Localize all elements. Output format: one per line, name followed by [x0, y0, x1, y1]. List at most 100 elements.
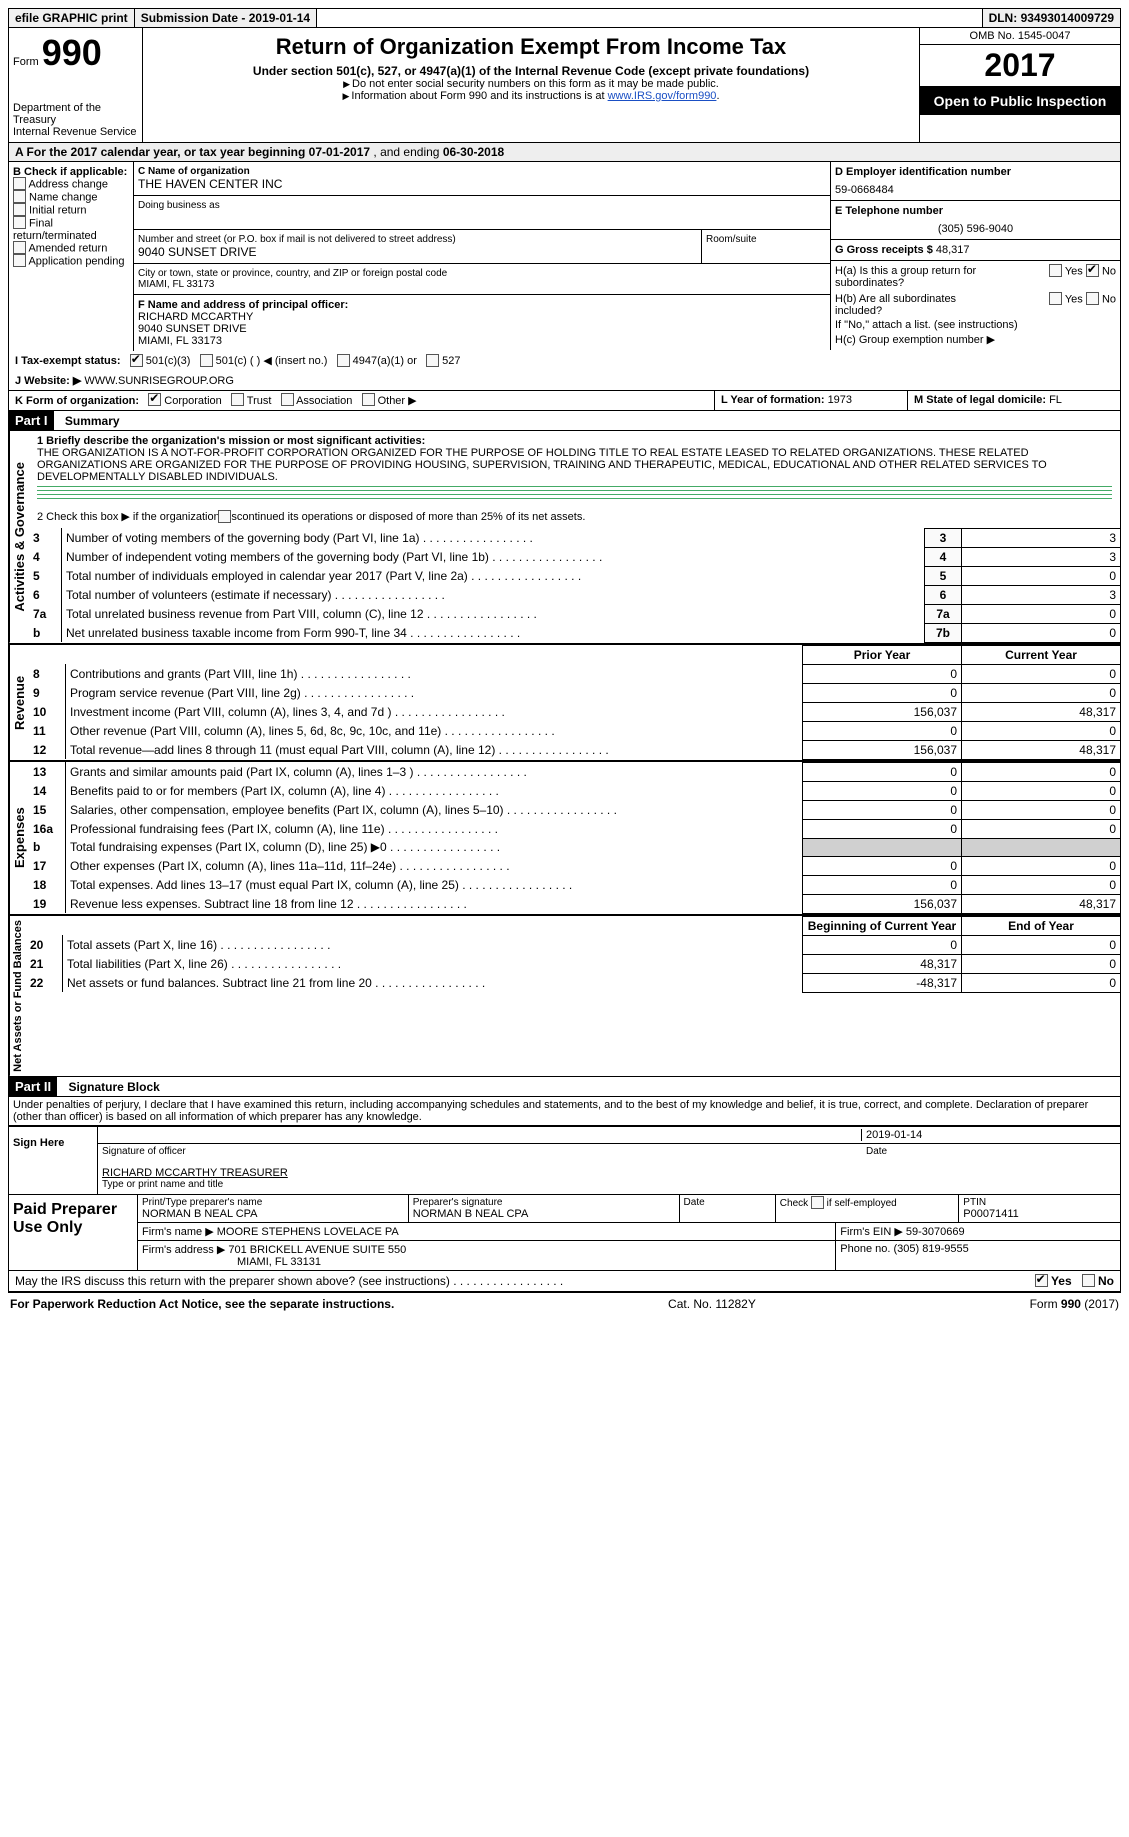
- table-rev: Prior YearCurrent Year8Contributions and…: [29, 645, 1120, 760]
- discuss-no-checkbox[interactable]: [1082, 1274, 1095, 1287]
- no-label2: No: [1102, 293, 1116, 305]
- hb-yes-checkbox[interactable]: [1049, 292, 1062, 305]
- b-check-item: Application pending: [13, 255, 129, 268]
- table-row: bNet unrelated business taxable income f…: [29, 623, 1120, 642]
- hb-note: If "No," attach a list. (see instruction…: [835, 319, 1116, 331]
- city-label: City or town, state or province, country…: [138, 268, 826, 279]
- discuss-q: May the IRS discuss this return with the…: [15, 1274, 563, 1288]
- ha-yes-checkbox[interactable]: [1049, 264, 1062, 277]
- sig-date: 2019-01-14: [862, 1129, 1116, 1141]
- i-501c-checkbox[interactable]: [200, 354, 213, 367]
- part1-title: Summary: [57, 414, 120, 428]
- firm-ein-lab: Firm's EIN ▶: [840, 1226, 903, 1238]
- k-label: K Form of organization:: [15, 395, 139, 407]
- p1-rev: Revenue Prior YearCurrent Year8Contribut…: [9, 645, 1120, 762]
- open-to-public: Open to Public Inspection: [920, 87, 1120, 115]
- d-value: 59-0668484: [835, 184, 1116, 196]
- header-note2: Information about Form 990 and its instr…: [153, 90, 909, 102]
- addr-label: Number and street (or P.O. box if mail i…: [138, 234, 697, 245]
- b-checkbox[interactable]: [13, 190, 26, 203]
- col-degh: D Employer identification number 59-0668…: [830, 162, 1120, 351]
- p1-exp: Expenses 13Grants and similar amounts pa…: [9, 762, 1120, 916]
- irs-link[interactable]: www.IRS.gov/form990: [608, 90, 717, 102]
- k-trust-checkbox[interactable]: [231, 393, 244, 406]
- box-c-name: C Name of organization THE HAVEN CENTER …: [134, 162, 830, 196]
- l2-checkbox[interactable]: [218, 510, 231, 523]
- table-row: 14Benefits paid to or for members (Part …: [29, 781, 1120, 800]
- b-check-item: Address change: [13, 178, 129, 191]
- table-row: 6Total number of volunteers (estimate if…: [29, 585, 1120, 604]
- side-rev: Revenue: [9, 645, 29, 760]
- row-i: I Tax-exempt status: 501(c)(3) 501(c) ( …: [8, 351, 1121, 371]
- form-title: Return of Organization Exempt From Incom…: [153, 34, 909, 60]
- footer-right: Form 990 (2017): [1030, 1297, 1119, 1311]
- discuss-yes-checkbox[interactable]: [1035, 1274, 1048, 1287]
- hc-label: H(c) Group exemption number ▶: [835, 333, 1116, 346]
- org-name: THE HAVEN CENTER INC: [138, 177, 826, 191]
- firm-addr1: 701 BRICKELL AVENUE SUITE 550: [228, 1244, 406, 1256]
- firm-ein: 59-3070669: [906, 1226, 965, 1238]
- discuss-no: No: [1098, 1274, 1114, 1288]
- firm-name: MOORE STEPHENS LOVELACE PA: [217, 1226, 399, 1238]
- ha-yesno: Yes No: [1049, 265, 1116, 289]
- pp-c2: NORMAN B NEAL CPA: [413, 1208, 675, 1220]
- table-row: 12Total revenue—add lines 8 through 11 (…: [29, 740, 1120, 759]
- row-a-mid: , and ending: [373, 145, 442, 159]
- i-o1: 501(c)(3): [146, 355, 191, 367]
- b-checkbox[interactable]: [13, 254, 26, 267]
- discuss-row: May the IRS discuss this return with the…: [8, 1271, 1121, 1293]
- i-label: I Tax-exempt status:: [15, 355, 121, 367]
- pp-c1-lab: Print/Type preparer's name: [142, 1197, 404, 1208]
- k-other-checkbox[interactable]: [362, 393, 375, 406]
- paid-prep-title: Paid Preparer Use Only: [9, 1195, 138, 1270]
- table-row: Beginning of Current YearEnd of Year: [26, 916, 1120, 935]
- self-employed-checkbox[interactable]: [811, 1196, 824, 1209]
- table-row: 4Number of independent voting members of…: [29, 547, 1120, 566]
- box-d: D Employer identification number 59-0668…: [830, 162, 1120, 201]
- f-line3: MIAMI, FL 33173: [138, 335, 826, 347]
- footer-r3: (2017): [1084, 1297, 1119, 1311]
- b-checkbox[interactable]: [13, 203, 26, 216]
- l2-text: 2 Check this box ▶ if the organization d…: [37, 511, 585, 523]
- i-o2: 501(c) ( ) ◀ (insert no.): [216, 355, 328, 367]
- discuss-text: May the IRS discuss this return with the…: [15, 1274, 450, 1288]
- header-center: Return of Organization Exempt From Incom…: [143, 28, 919, 142]
- i-527-checkbox[interactable]: [426, 354, 439, 367]
- box-c-address: Number and street (or P.O. box if mail i…: [134, 230, 702, 263]
- sign-here-label: Sign Here: [9, 1127, 98, 1194]
- b-checkbox[interactable]: [13, 216, 26, 229]
- section-bcdefgh: B Check if applicable: Address change Na…: [8, 162, 1121, 351]
- i-4947-checkbox[interactable]: [337, 354, 350, 367]
- col-cf: C Name of organization THE HAVEN CENTER …: [134, 162, 830, 351]
- e-value: (305) 596-9040: [835, 223, 1116, 235]
- subm-label: Submission Date -: [141, 11, 249, 25]
- dept-line2: Internal Revenue Service: [13, 126, 138, 138]
- dba-label: Doing business as: [138, 200, 826, 211]
- firm-addr-lab: Firm's address ▶: [142, 1244, 225, 1256]
- box-c-city: City or town, state or province, country…: [134, 264, 830, 295]
- side-ag: Activities & Governance: [9, 431, 29, 643]
- b-checkbox[interactable]: [13, 241, 26, 254]
- ha-no-checkbox[interactable]: [1086, 264, 1099, 277]
- hb-no-checkbox[interactable]: [1086, 292, 1099, 305]
- top-bar-spacer: [317, 9, 982, 27]
- submission-cell: Submission Date - 2019-01-14: [135, 9, 317, 27]
- row-a-tax-year: A For the 2017 calendar year, or tax yea…: [8, 143, 1121, 162]
- box-g: G Gross receipts $ 48,317: [830, 240, 1120, 261]
- b-checkbox[interactable]: [13, 177, 26, 190]
- row-a-text: A For the 2017 calendar year, or tax yea…: [15, 145, 309, 159]
- table-row: 10Investment income (Part VIII, column (…: [29, 702, 1120, 721]
- i-501c3-checkbox[interactable]: [130, 354, 143, 367]
- footer-r2: 990: [1061, 1297, 1081, 1311]
- table-row: 18Total expenses. Add lines 13–17 (must …: [29, 875, 1120, 894]
- table-row: Prior YearCurrent Year: [29, 645, 1120, 664]
- part2-band: Part II: [9, 1077, 57, 1096]
- l-value: 1973: [828, 394, 852, 406]
- k-corp-checkbox[interactable]: [148, 393, 161, 406]
- header-right: OMB No. 1545-0047 2017 Open to Public In…: [919, 28, 1120, 142]
- officer-label: Type or print name and title: [98, 1179, 1120, 1194]
- k-assoc-checkbox[interactable]: [281, 393, 294, 406]
- p1-na: Net Assets or Fund Balances Beginning of…: [9, 916, 1120, 1076]
- footer-left: For Paperwork Reduction Act Notice, see …: [10, 1297, 394, 1311]
- table-row: 5Total number of individuals employed in…: [29, 566, 1120, 585]
